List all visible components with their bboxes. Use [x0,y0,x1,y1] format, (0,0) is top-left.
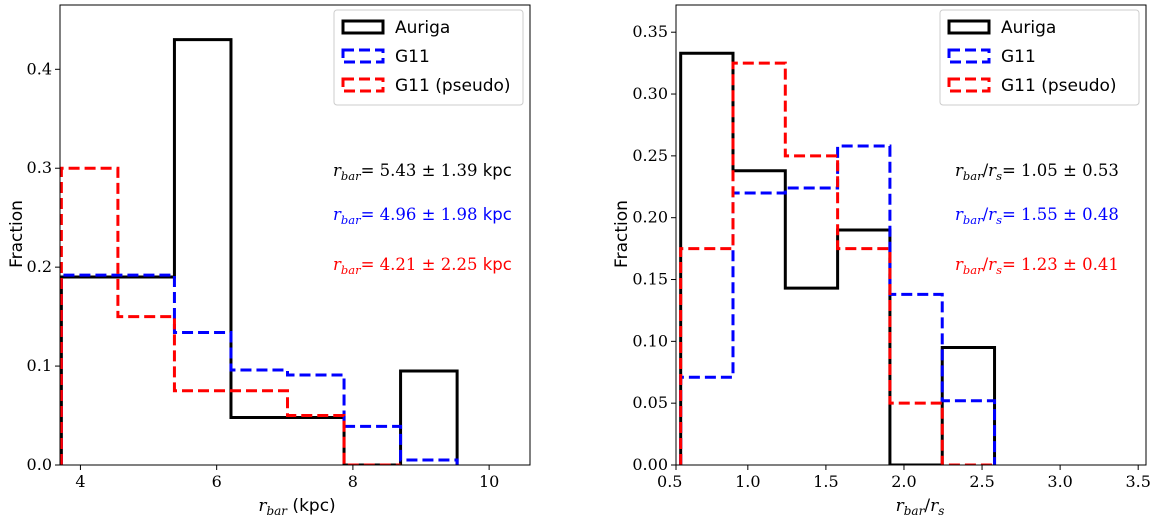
y-tick-label: 0.2 [27,257,52,276]
stats-annotation: rbar/rs= 1.23 ± 0.41 [955,255,1119,277]
legend-label: G11 (pseudo) [395,76,511,96]
x-tick-label: 2.5 [969,472,994,491]
y-tick-label: 0.05 [632,393,668,412]
y-tick-label: 0.0 [27,455,52,474]
plot-frame [59,4,531,466]
legend-label: Auriga [1001,18,1056,38]
x-axis-label: rbar (kpc) [258,496,335,518]
chart-panel-2: 0.5 1.0 1.5 2.0 2.5 3.0 3.5 0.00 0.05 0.10 0.15 0.2… [612,4,1151,518]
y-tick-label: 0.1 [27,356,52,375]
legend-swatch [341,77,385,93]
x-axis-label: rbar/rs [896,496,945,518]
x-tick-label: 2.0 [891,472,916,491]
y-tick-label: 0.30 [632,84,668,103]
series-1-step [679,51,997,465]
x-tick-label: 3.0 [1047,472,1072,491]
y-axis-label: Fraction [612,200,632,268]
legend-label: Auriga [395,18,450,38]
legend-swatch [947,48,991,64]
legend-label: G11 [1001,47,1036,67]
legend: Auriga G11 G11 (pseudo) [333,9,524,106]
legend-label: G11 [395,47,430,67]
y-tick-label: 0.25 [632,146,668,165]
x-tick-label: 4 [75,472,85,491]
stats-annotation: rbar/rs= 1.55 ± 0.48 [955,205,1119,227]
y-tick-label: 0.00 [632,455,668,474]
y-tick-label: 0.35 [632,22,668,41]
x-tick-label: 8 [348,472,358,491]
legend-swatch [341,19,385,35]
series-2-step [60,273,459,465]
series-group [60,38,459,465]
series-group [679,51,997,465]
x-tick-label: 3.5 [1125,472,1150,491]
legend-swatch [947,19,991,35]
stats-annotation: rbar/rs= 1.05 ± 0.53 [955,161,1119,183]
legend-swatch [947,77,991,93]
stats-annotation: rbar= 5.43 ± 1.39 kpc [333,161,512,183]
stats-annotation: rbar= 4.21 ± 2.25 kpc [333,255,512,277]
legend: Auriga G11 G11 (pseudo) [939,9,1140,106]
y-tick-label: 0.20 [632,208,668,227]
x-tick-label: 1.0 [735,472,760,491]
y-tick-label: 0.4 [27,59,52,78]
x-tick-label: 6 [212,472,222,491]
stats-annotation: rbar= 4.96 ± 1.98 kpc [333,205,512,227]
plot-frame [675,4,1147,466]
legend-label: G11 (pseudo) [1001,76,1117,96]
y-tick-label: 0.15 [632,270,668,289]
chart-panel-1: 4 6 8 10 0.0 0.1 0.2 0.3 0.4 rbar (kpc) Fraction Au… [7,4,531,518]
series-3-step [60,166,401,465]
legend-swatch [341,48,385,64]
y-tick-label: 0.3 [27,158,52,177]
x-tick-label: 10 [479,472,499,491]
x-tick-label: 0.5 [657,472,682,491]
x-tick-label: 1.5 [813,472,838,491]
y-axis-label: Fraction [7,200,27,268]
y-tick-label: 0.10 [632,331,668,350]
